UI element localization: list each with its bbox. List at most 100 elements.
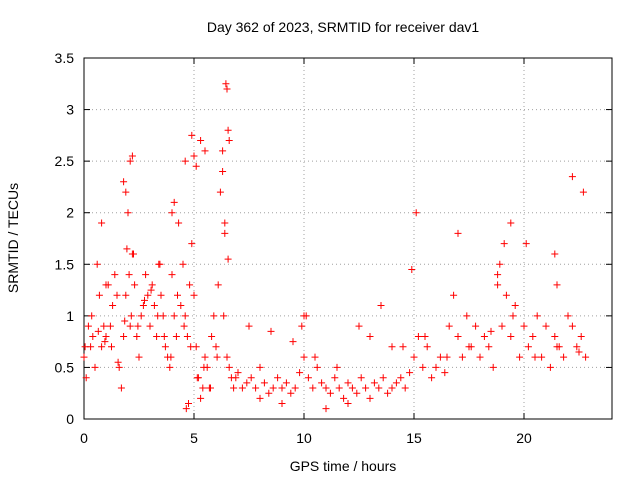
data-point: [101, 338, 109, 346]
axis-ticks: [83, 57, 612, 420]
data-point: [568, 173, 576, 181]
data-point: [161, 343, 169, 351]
data-point: [421, 332, 429, 340]
data-point: [269, 384, 277, 392]
data-point: [375, 384, 383, 392]
data-point: [538, 353, 546, 361]
data-point: [120, 332, 128, 340]
data-point: [384, 389, 392, 397]
data-point: [454, 332, 462, 340]
x-tick-label: 5: [190, 430, 198, 446]
data-point: [289, 338, 297, 346]
data-point: [147, 286, 155, 294]
data-point: [252, 384, 260, 392]
data-point: [507, 219, 515, 227]
data-point: [224, 126, 232, 134]
data-point: [560, 353, 568, 361]
data-point: [190, 291, 198, 299]
data-point: [219, 167, 227, 175]
data-point: [322, 384, 330, 392]
data-point: [219, 147, 227, 155]
data-point: [223, 353, 231, 361]
data-point: [582, 353, 590, 361]
data-point: [137, 312, 145, 320]
data-point: [357, 374, 365, 382]
data-point: [201, 353, 209, 361]
x-tick-label: 15: [406, 430, 422, 446]
data-point: [388, 384, 396, 392]
data-point: [551, 332, 559, 340]
data-point: [88, 312, 96, 320]
data-point: [564, 312, 572, 320]
data-point: [265, 389, 273, 397]
data-point: [154, 312, 162, 320]
data-point: [197, 137, 205, 145]
data-point: [278, 384, 286, 392]
data-point: [414, 332, 422, 340]
data-point: [122, 291, 130, 299]
data-point: [296, 369, 304, 377]
y-tick-label: 0.5: [55, 359, 75, 375]
data-point: [122, 188, 130, 196]
data-point: [577, 332, 585, 340]
data-point: [432, 363, 440, 371]
data-point: [111, 271, 119, 279]
data-point: [123, 245, 131, 253]
data-point: [353, 389, 361, 397]
data-point: [208, 332, 216, 340]
data-point: [546, 363, 554, 371]
data-point: [181, 312, 189, 320]
data-point: [225, 363, 233, 371]
data-point: [207, 384, 214, 392]
data-point: [133, 332, 141, 340]
data-point: [243, 379, 251, 387]
data-point: [234, 369, 242, 377]
data-point: [410, 353, 418, 361]
data-point: [507, 332, 515, 340]
data-point: [130, 250, 137, 258]
data-point: [311, 353, 319, 361]
y-tick-label: 0: [66, 411, 74, 427]
data-point: [551, 250, 559, 258]
data-point: [494, 271, 502, 279]
y-tick-labels: 0 0.5 1 1.5 2 2.5 3 3.5: [55, 50, 75, 427]
y-tick-label: 3: [66, 102, 74, 118]
data-point: [223, 85, 231, 93]
data-point: [89, 332, 97, 340]
grid: [84, 58, 612, 419]
data-point: [472, 322, 480, 330]
data-point: [533, 312, 541, 320]
data-point: [511, 302, 519, 310]
data-point: [183, 332, 191, 340]
data-point: [180, 322, 188, 330]
data-point: [489, 363, 497, 371]
y-tick-label: 1.5: [55, 256, 75, 272]
data-point: [291, 384, 299, 392]
data-point: [200, 363, 208, 371]
data-point: [304, 374, 312, 382]
data-point: [247, 374, 255, 382]
data-point: [175, 219, 183, 227]
data-point: [193, 374, 201, 382]
y-tick-label: 1: [66, 308, 74, 324]
data-point: [170, 312, 178, 320]
data-point: [84, 322, 92, 330]
data-point: [408, 265, 416, 273]
data-point: [366, 332, 374, 340]
data-point: [520, 322, 528, 330]
y-axis-label: SRMTID / TECUs: [5, 183, 21, 293]
data-point: [174, 291, 181, 299]
data-point: [98, 219, 106, 227]
data-point: [135, 353, 143, 361]
data-point: [190, 152, 198, 160]
data-point: [95, 291, 103, 299]
data-point: [388, 343, 396, 351]
data-point: [300, 353, 308, 361]
data-point: [185, 400, 192, 408]
data-point: [94, 327, 102, 335]
data-point: [98, 343, 106, 351]
data-point: [274, 374, 282, 382]
data-point: [498, 322, 506, 330]
data-point: [186, 281, 194, 289]
chart-title: Day 362 of 2023, SRMTID for receiver dav…: [207, 19, 480, 35]
